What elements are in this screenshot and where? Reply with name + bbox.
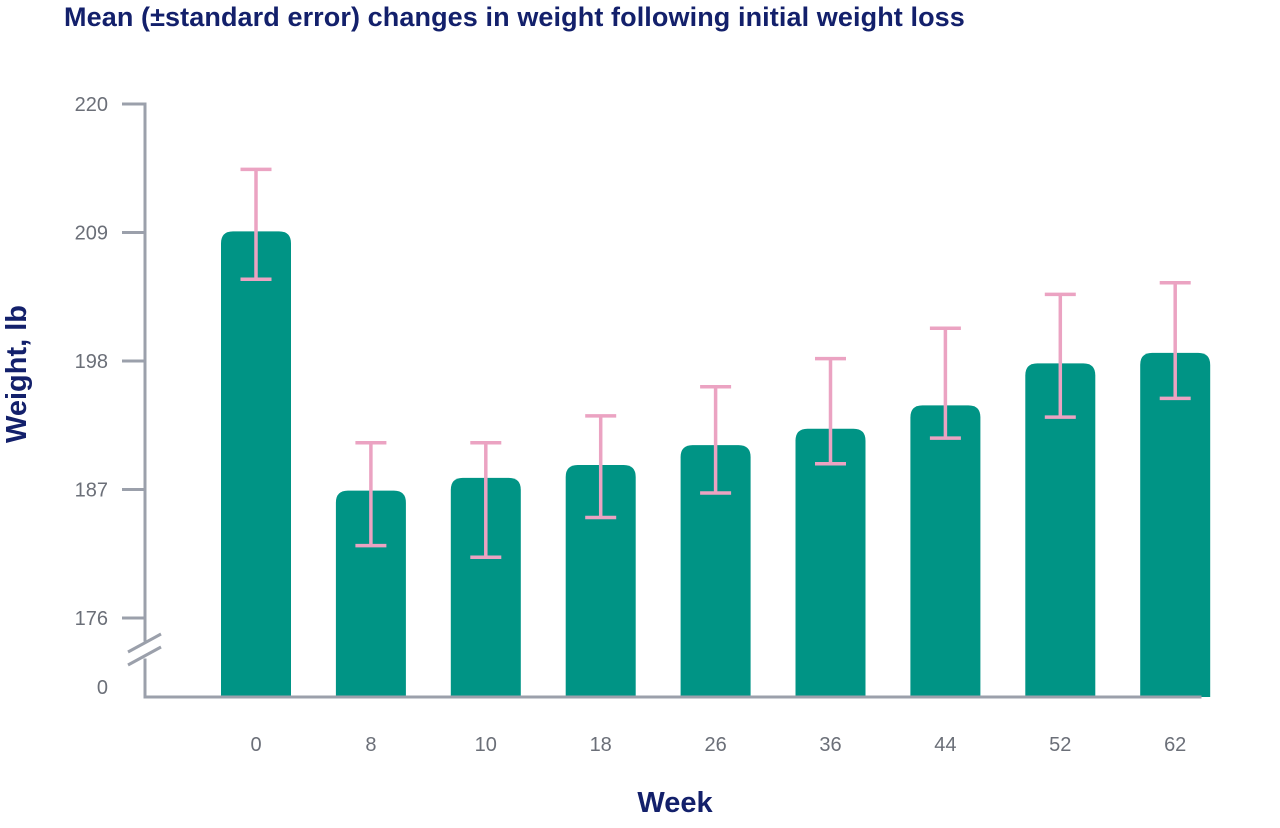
x-tick-label: 18 — [590, 734, 612, 756]
x-tick-label: 10 — [475, 734, 497, 756]
error-bar-week-36 — [815, 356, 846, 466]
y-tick-label: 220 — [75, 94, 108, 116]
y-tick-label: 176 — [75, 608, 108, 630]
y-tick-label: 198 — [75, 351, 108, 373]
y-tick-label: 187 — [75, 480, 108, 502]
error-bar-week-18 — [585, 414, 617, 520]
x-tick-label: 26 — [704, 734, 726, 756]
axis-break-slash — [127, 632, 162, 654]
error-bar-week-26 — [700, 384, 732, 495]
y-axis-ticks: 220 209 198 187 176 0 — [75, 94, 145, 699]
x-tick-label: 36 — [819, 734, 841, 756]
bar-week-0 — [221, 231, 291, 697]
x-tick-label: 8 — [365, 734, 376, 756]
bar-week-26 — [680, 445, 751, 697]
bar-week-44 — [910, 405, 981, 697]
bar-week-36 — [795, 428, 866, 697]
bar-week-52 — [1025, 363, 1096, 697]
y-axis: 220 209 198 187 176 0 — [75, 94, 162, 699]
error-bar-week-8 — [355, 441, 387, 548]
bar-week-10 — [450, 477, 521, 697]
y-tick-label-zero: 0 — [97, 677, 108, 699]
error-bar-week-62 — [1159, 280, 1191, 401]
x-axis-title: Week — [637, 787, 713, 819]
y-axis-title: Weight, lb — [1, 305, 33, 443]
error-bar-week-0 — [240, 167, 272, 281]
error-bar-week-10 — [470, 441, 502, 560]
bar-week-8 — [335, 490, 406, 697]
y-tick-label: 209 — [75, 223, 108, 245]
x-tick-label: 0 — [250, 734, 261, 756]
bar-week-18 — [565, 464, 636, 697]
error-bars-layer — [240, 167, 1191, 560]
bars-layer — [221, 231, 1211, 697]
error-bar-week-52 — [1044, 292, 1076, 419]
bar-week-62 — [1140, 352, 1211, 697]
error-bar-week-44 — [929, 326, 961, 440]
x-axis: 0 8 10 18 26 36 44 52 62 — [143, 695, 1202, 756]
x-tick-label: 52 — [1049, 734, 1071, 756]
chart-title: Mean (±standard error) changes in weight… — [64, 2, 965, 32]
x-tick-label: 44 — [934, 734, 956, 756]
axis-break-marker — [127, 632, 162, 667]
x-tick-label: 62 — [1164, 734, 1186, 756]
axis-break-slash — [127, 645, 162, 667]
x-axis-ticks: 0 8 10 18 26 36 44 52 62 — [250, 734, 1186, 756]
